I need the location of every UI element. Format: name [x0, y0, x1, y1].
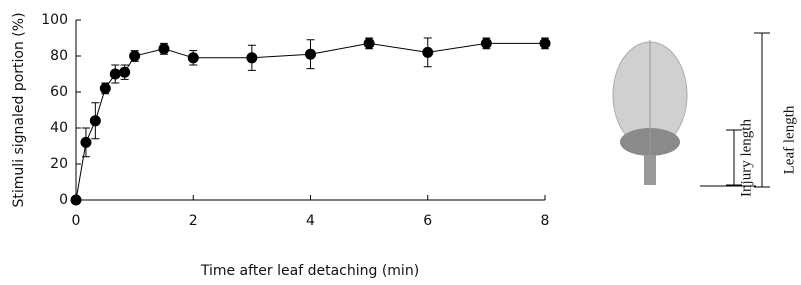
y-axis-label: Stimuli signaled portion (%) [11, 12, 27, 207]
x-tick-label: 0 [72, 213, 81, 229]
data-point [129, 51, 140, 62]
leaf-diagram: Injury length Leaf length [613, 33, 797, 197]
figure: Stimuli signaled portion (%) Time after … [0, 0, 801, 281]
x-tick-label: 4 [306, 213, 315, 229]
stem [644, 155, 656, 185]
data-point [80, 137, 91, 148]
y-tick-label: 20 [50, 156, 68, 172]
x-axis-label: Time after leaf detaching (min) [200, 263, 419, 279]
data-point [364, 38, 375, 49]
data-point [540, 38, 551, 49]
y-tick-label: 100 [41, 12, 68, 28]
data-point [305, 49, 316, 60]
data-point [90, 115, 101, 126]
data-point [246, 52, 257, 63]
leaf-label: Leaf length [781, 105, 797, 174]
data-point [71, 195, 82, 206]
data-point [100, 83, 111, 94]
y-tick-label: 0 [59, 192, 68, 208]
data-point [110, 69, 121, 80]
y-tick-label: 80 [50, 48, 68, 64]
x-tick-label: 6 [423, 213, 432, 229]
data-point [188, 52, 199, 63]
data-point [422, 47, 433, 58]
x-tick-label: 2 [189, 213, 198, 229]
x-tick-label: 8 [541, 213, 550, 229]
y-tick-label: 60 [50, 84, 68, 100]
data-point [158, 43, 169, 54]
data-point [119, 67, 130, 78]
injury-label: Injury length [738, 119, 754, 197]
leaf-bracket [754, 33, 770, 187]
data-point [481, 38, 492, 49]
y-tick-label: 40 [50, 120, 68, 136]
